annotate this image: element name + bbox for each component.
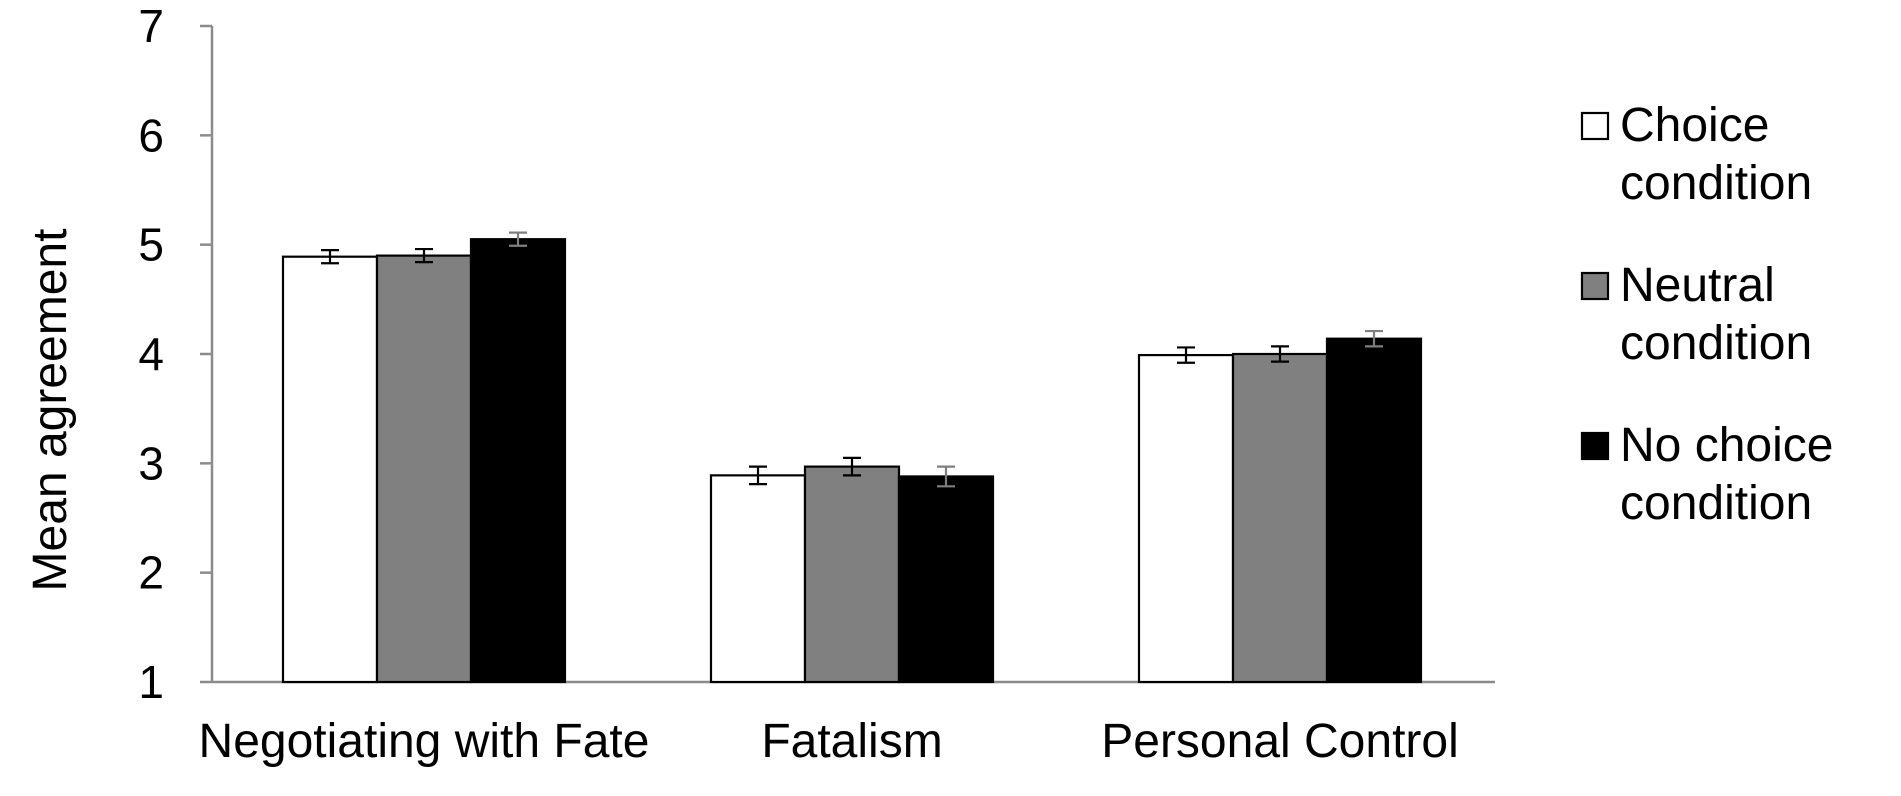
y-tick-label: 3 (138, 437, 164, 489)
error-bar-2-2 (1365, 329, 1383, 348)
bar-neutral-condition-2 (1231, 352, 1329, 684)
legend-label: Choice (1620, 99, 1769, 152)
bar-neutral-condition-1 (803, 465, 901, 684)
y-tick-label: 7 (138, 0, 164, 52)
bar-no-choice-condition-1 (897, 475, 995, 684)
legend-swatch (1580, 271, 1610, 301)
error-bars (321, 231, 1383, 488)
legend-label: No choice (1620, 419, 1833, 472)
legend-label: Neutral (1620, 259, 1775, 312)
bars (281, 238, 1423, 684)
error-bar-1-0 (415, 247, 433, 264)
x-category-label: Fatalism (761, 715, 942, 768)
y-axis-title: Mean agreement (24, 229, 77, 592)
bar-no-choice-condition-0 (469, 238, 567, 684)
x-category-label: Personal Control (1101, 715, 1459, 768)
bar-neutral-condition-0 (375, 254, 473, 684)
error-bar-0-2 (1177, 346, 1195, 364)
bar-choice-condition-2 (1137, 353, 1235, 684)
y-tick-label: 6 (138, 109, 164, 161)
bar-no-choice-condition-2 (1325, 337, 1423, 684)
legend-label: condition (1620, 477, 1812, 530)
legend-label: condition (1620, 317, 1812, 370)
y-tick-label: 5 (138, 219, 164, 271)
y-tick-label: 4 (138, 328, 164, 380)
error-bar-2-1 (937, 465, 955, 488)
x-axis-labels: Negotiating with Fate Fatalism Personal Co… (199, 715, 1459, 768)
x-category-label: Negotiating with Fate (199, 715, 650, 768)
bar-choice-condition-1 (709, 474, 807, 684)
error-bar-1-2 (1271, 345, 1289, 363)
error-bar-0-1 (749, 465, 767, 486)
y-axis-ticks: 1 2 3 4 5 6 7 (138, 0, 212, 708)
error-bar-0-0 (321, 249, 339, 265)
legend-swatch (1580, 431, 1610, 461)
y-tick-label: 2 (138, 547, 164, 599)
error-bar-2-0 (509, 231, 527, 247)
y-tick-label: 1 (138, 656, 164, 708)
legend-label: condition (1620, 157, 1812, 210)
error-bar-1-1 (843, 456, 861, 477)
bar-choice-condition-0 (281, 255, 379, 684)
legend-swatch (1580, 111, 1610, 141)
